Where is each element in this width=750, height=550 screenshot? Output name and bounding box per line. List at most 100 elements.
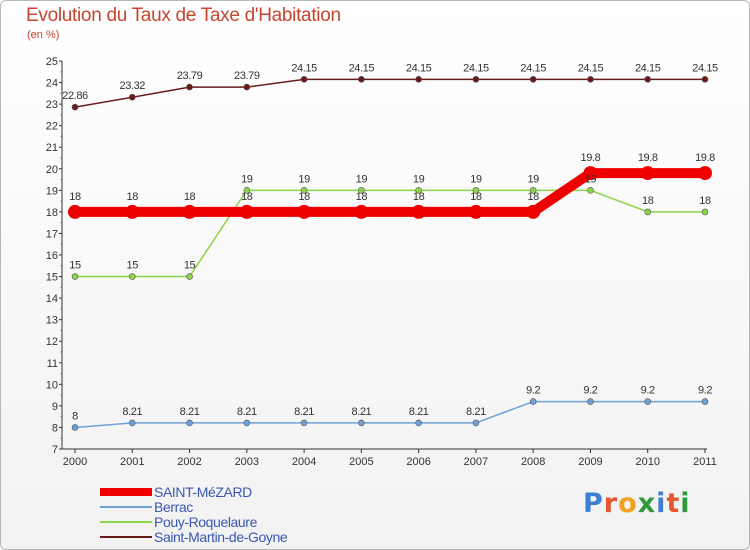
data-label-saint-m-zard: 18 [356, 191, 368, 203]
x-tick-label: 2000 [63, 456, 87, 468]
y-tick-label: 10 [46, 379, 58, 391]
data-label-berrac: 8.21 [351, 406, 371, 418]
data-point-saint-m-zard [526, 204, 541, 219]
y-tick-label: 7 [52, 444, 58, 456]
data-point-pouy-roquelaure [128, 273, 136, 280]
data-label-saint-m-zard: 18 [298, 191, 310, 203]
data-label-pouy-roquelaure: 19 [585, 173, 597, 185]
data-label-saint-m-zard: 18 [69, 191, 81, 203]
data-point-saint-m-zard [411, 204, 426, 219]
data-label-saint-martin-de-goyne: 24.15 [635, 62, 661, 74]
data-point-saint-martin-de-goyne [587, 76, 594, 83]
logo-letter: r [603, 488, 619, 519]
series-layer [68, 76, 712, 431]
data-label-pouy-roquelaure: 15 [69, 260, 81, 272]
x-tick-label: 2005 [349, 456, 373, 468]
data-point-pouy-roquelaure [587, 187, 594, 194]
data-point-saint-martin-de-goyne [358, 76, 365, 83]
data-point-berrac [358, 419, 365, 427]
data-point-berrac [529, 398, 537, 405]
x-tick-label: 2002 [177, 456, 201, 468]
y-tick-label: 8 [52, 422, 58, 434]
legend-swatch [100, 488, 152, 496]
data-label-saint-m-zard: 18 [527, 191, 539, 203]
data-label-saint-m-zard: 18 [413, 191, 425, 203]
y-tick-label: 15 [46, 272, 58, 284]
data-point-berrac [71, 424, 79, 431]
data-label-pouy-roquelaure: 19 [298, 173, 310, 185]
y-tick-label: 21 [46, 142, 58, 154]
data-point-saint-martin-de-goyne [472, 76, 480, 83]
data-label-saint-m-zard: 19.8 [695, 152, 715, 164]
x-tick-label: 2009 [578, 456, 602, 468]
data-point-saint-m-zard [354, 204, 369, 219]
data-point-saint-martin-de-goyne [644, 76, 652, 83]
data-point-pouy-roquelaure [243, 187, 251, 194]
data-label-saint-martin-de-goyne: 23.79 [234, 70, 260, 82]
data-label-saint-m-zard: 19.8 [638, 152, 658, 164]
data-point-saint-m-zard [297, 204, 312, 219]
data-label-saint-m-zard: 19.8 [581, 152, 601, 164]
data-point-saint-martin-de-goyne [415, 76, 422, 83]
logo-letter: o [618, 488, 638, 519]
data-point-berrac [415, 419, 422, 427]
data-point-berrac [128, 419, 136, 427]
chart-title: Evolution du Taux de Taxe d'Habitation [26, 5, 341, 26]
data-label-saint-martin-de-goyne: 23.32 [120, 80, 146, 92]
data-point-pouy-roquelaure [529, 187, 537, 194]
data-point-saint-m-zard [125, 204, 140, 219]
data-label-saint-martin-de-goyne: 24.15 [578, 62, 604, 74]
data-point-saint-m-zard [698, 166, 712, 181]
data-label-pouy-roquelaure: 19 [356, 173, 368, 185]
logo-letter: i [656, 488, 667, 519]
y-tick-label: 24 [46, 78, 58, 90]
data-label-saint-martin-de-goyne: 23.79 [177, 70, 203, 82]
data-label-berrac: 8.21 [294, 406, 314, 418]
data-label-berrac: 8.21 [237, 406, 257, 418]
data-point-saint-martin-de-goyne [529, 76, 537, 83]
legend-label: Berrac [154, 499, 193, 515]
data-point-pouy-roquelaure [644, 208, 652, 216]
logo-letter: P [583, 488, 604, 519]
legend-label: Pouy-Roquelaure [154, 514, 257, 530]
data-label-saint-m-zard: 18 [184, 191, 196, 203]
data-label-saint-martin-de-goyne: 24.15 [349, 62, 375, 74]
data-point-saint-martin-de-goyne [128, 93, 136, 101]
data-point-saint-martin-de-goyne [71, 103, 79, 111]
data-point-saint-m-zard [468, 204, 483, 219]
x-tick-label: 2004 [292, 456, 316, 468]
data-point-pouy-roquelaure [701, 208, 709, 216]
data-point-pouy-roquelaure [415, 187, 422, 194]
data-point-saint-m-zard [583, 166, 598, 181]
series-line-pouy-roquelaure [74, 189, 706, 278]
y-tick-label: 14 [46, 293, 58, 305]
data-label-saint-martin-de-goyne: 24.15 [291, 62, 317, 74]
y-tick-label: 9 [52, 401, 58, 413]
chart-axes: 7 8 9 10 11 12 13 14 15 16 17 18 19 20 21 22 23 24 25 2000 2… [46, 56, 717, 468]
data-label-pouy-roquelaure: 19 [527, 173, 539, 185]
data-point-pouy-roquelaure [186, 273, 193, 280]
data-label-berrac: 8.21 [409, 406, 429, 418]
data-point-berrac [644, 398, 652, 405]
legend-swatch [100, 506, 152, 508]
data-label-berrac: 9.2 [698, 385, 712, 397]
legend-label: Saint-Martin-de-Goyne [154, 529, 288, 545]
x-tick-label: 2011 [693, 456, 717, 468]
data-label-saint-martin-de-goyne: 22.86 [62, 90, 88, 102]
logo-letter: t [666, 488, 681, 519]
series-line-saint-martin-de-goyne [74, 78, 706, 108]
y-tick-label: 22 [46, 121, 58, 133]
data-point-pouy-roquelaure [71, 273, 79, 280]
data-label-saint-m-zard: 18 [241, 191, 253, 203]
data-point-pouy-roquelaure [472, 187, 480, 194]
data-point-saint-martin-de-goyne [186, 83, 193, 91]
proxiti-logo: Proxiti [583, 488, 691, 519]
data-label-berrac: 8.21 [122, 406, 142, 418]
data-point-berrac [300, 419, 308, 427]
data-point-berrac [243, 419, 251, 427]
data-label-saint-martin-de-goyne: 24.15 [406, 62, 432, 74]
data-label-berrac: 9.2 [641, 385, 655, 397]
data-point-berrac [701, 398, 709, 405]
data-point-saint-m-zard [640, 166, 655, 181]
data-point-berrac [186, 419, 193, 427]
